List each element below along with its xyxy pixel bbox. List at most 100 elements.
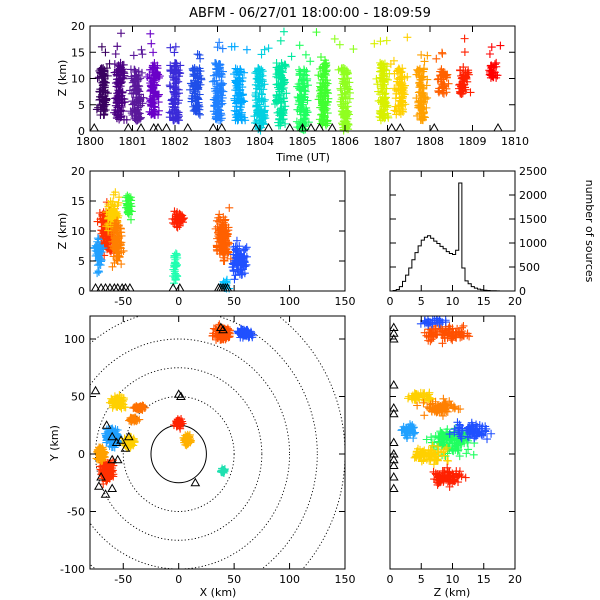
- xz-source: [213, 228, 222, 237]
- time-height-source: [275, 66, 284, 75]
- time-height-source: [116, 63, 125, 72]
- time-height-source: [378, 62, 387, 71]
- zy-source: [424, 333, 433, 342]
- time-height-source: [176, 61, 185, 70]
- zy-source: [438, 406, 447, 415]
- time-height-source: [373, 80, 382, 89]
- time-height-source: [279, 94, 288, 103]
- zy-source: [473, 422, 482, 431]
- xz-source: [172, 209, 181, 218]
- time-height-source: [434, 88, 443, 97]
- time-height-source: [100, 83, 109, 92]
- zy-source: [462, 449, 471, 458]
- time-height-source: [399, 98, 408, 107]
- time-height-source: [227, 42, 236, 51]
- plan-view-y-tick-label: -50: [67, 506, 85, 519]
- sensor-triangle: [395, 122, 406, 132]
- time-height-source: [149, 64, 158, 73]
- xz-source: [106, 197, 115, 206]
- plan-view-source: [130, 403, 139, 412]
- figure-title: ABFM - 06/27/01 18:00:00 - 18:09:59: [189, 6, 431, 21]
- sensor-triangle: [390, 379, 399, 389]
- time-height-source: [276, 36, 285, 45]
- xz-source: [112, 255, 121, 264]
- time-height-source: [383, 101, 392, 110]
- xz-source: [93, 234, 102, 243]
- time-height-source: [148, 109, 157, 118]
- plan-view-source: [219, 333, 228, 342]
- time-height-source: [380, 72, 389, 81]
- time-height-source: [416, 96, 425, 105]
- time-height-source: [217, 78, 226, 87]
- time-height-source: [174, 110, 183, 119]
- sensor-triangle: [89, 122, 100, 132]
- time-height-source: [281, 102, 290, 111]
- time-height-source: [189, 85, 198, 94]
- sensor-triangle: [90, 282, 101, 292]
- time-height-source: [293, 105, 302, 114]
- time-height-source: [370, 39, 379, 48]
- histogram-x-tick-label: 5: [418, 295, 425, 308]
- xz-source: [172, 271, 181, 280]
- xz-source: [173, 223, 182, 232]
- xz-source: [231, 253, 240, 262]
- time-height-source: [396, 67, 405, 76]
- time-height-source: [380, 94, 389, 103]
- xz-source: [219, 250, 228, 259]
- xz-source: [100, 239, 109, 248]
- xz-source: [212, 216, 221, 225]
- time-height-source: [252, 101, 261, 110]
- time-height-source: [378, 110, 387, 119]
- sensor-triangle: [390, 460, 399, 469]
- time-height-source: [316, 82, 325, 91]
- zy-source: [442, 443, 451, 452]
- zy-source: [470, 434, 479, 443]
- time-height-source: [459, 63, 468, 72]
- xz-source: [229, 260, 238, 269]
- xz-source: [94, 254, 103, 263]
- time-height-source: [303, 81, 312, 90]
- xz-source: [220, 256, 229, 265]
- time-height-source: [295, 41, 304, 50]
- plan-view-source: [233, 327, 242, 336]
- histogram-x-tick-label: 10: [446, 295, 460, 308]
- zy-source: [455, 452, 464, 461]
- time-height-source: [456, 88, 465, 97]
- xz-source: [123, 191, 132, 200]
- time-height-source: [96, 68, 105, 77]
- time-height-source: [395, 78, 404, 87]
- xz-x-tick-label: 100: [279, 295, 300, 308]
- time-height-source: [322, 86, 331, 95]
- time-height-source: [321, 71, 330, 80]
- time-height-source: [100, 101, 109, 110]
- time-height-source: [211, 58, 220, 67]
- time-height-source: [242, 45, 251, 54]
- zy-source: [447, 328, 456, 337]
- time-height-source: [210, 76, 219, 85]
- zy-xlabel: Z (km): [434, 586, 471, 599]
- time-height-source: [440, 70, 449, 79]
- histogram-x-tick-label: 20: [508, 295, 522, 308]
- sensor-triangle: [386, 122, 397, 132]
- histogram-step-line: [390, 182, 515, 292]
- time-height-source: [169, 87, 178, 96]
- histogram-y-tick-label: 500: [519, 261, 540, 274]
- sensor-triangle: [216, 122, 227, 132]
- zy-source: [447, 332, 456, 341]
- time-height-source: [111, 101, 120, 110]
- zy-source: [469, 450, 478, 459]
- time-height-source: [149, 48, 158, 57]
- time-height-x-tick-label: 1802: [161, 135, 189, 148]
- time-height-data: [92, 27, 505, 135]
- xz-source: [113, 209, 122, 218]
- time-height-source: [112, 75, 121, 84]
- time-height-source: [117, 102, 126, 111]
- time-height-source: [215, 63, 224, 72]
- time-height-source: [340, 113, 349, 122]
- time-height-source: [273, 108, 282, 117]
- time-height-source: [417, 103, 426, 112]
- time-height-source: [272, 58, 281, 67]
- zy-x-tick-label: 20: [508, 573, 522, 586]
- time-height-source: [341, 93, 350, 102]
